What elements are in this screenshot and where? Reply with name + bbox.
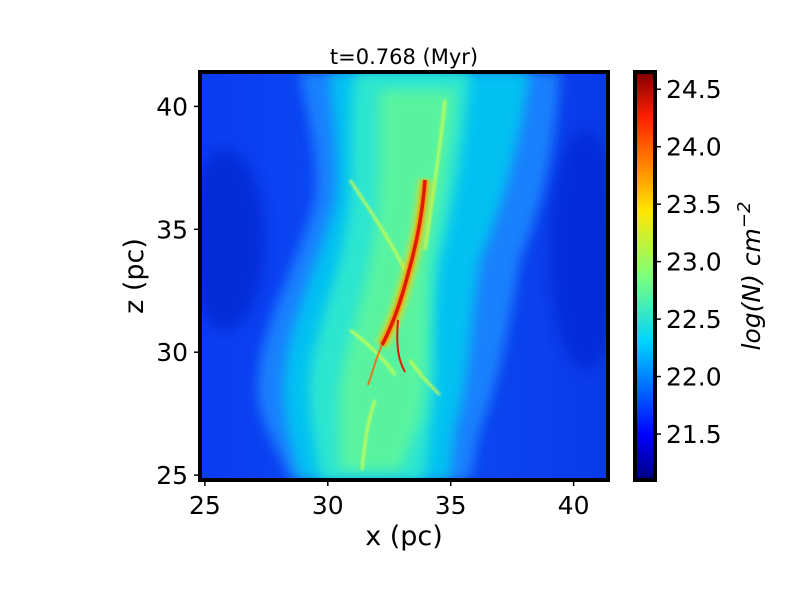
- x-tick-label: 35: [435, 491, 467, 520]
- x-tick-label: 30: [312, 491, 344, 520]
- y-axis: 25 30 35 40: [156, 92, 200, 490]
- x-tick-label: 25: [189, 491, 221, 520]
- chart-title: t=0.768 (Myr): [330, 45, 478, 69]
- x-tick-label: 40: [558, 491, 590, 520]
- colorbar-frame: [633, 70, 657, 482]
- y-axis-label: z (pc): [119, 238, 150, 314]
- colorbar-tick-label: 22.5: [666, 305, 722, 334]
- y-tick-label: 35: [156, 215, 188, 244]
- colorbar-gradient: [635, 72, 655, 480]
- colorbar-label: log(N) cm−2: [734, 202, 766, 351]
- y-tick-label: 25: [156, 461, 188, 490]
- colorbar-tick-label: 22.0: [666, 363, 722, 392]
- colorbar-tick-label: 24.0: [666, 133, 722, 162]
- plot-frame: [198, 70, 610, 482]
- colorbar: 21.5 22.0 22.5 23.0 23.5 24.0 24.5 log(N) cm−2: [633, 70, 766, 482]
- x-axis: 25 30 35 40: [189, 480, 589, 520]
- x-axis-label: x (pc): [365, 521, 443, 552]
- column-density-map: [200, 72, 608, 480]
- y-tick-label: 30: [156, 338, 188, 367]
- colorbar-tick-label: 24.5: [666, 75, 722, 104]
- colorbar-tick-label: 23.0: [666, 248, 722, 277]
- y-tick-label: 40: [156, 92, 188, 121]
- colorbar-tick-label: 21.5: [666, 420, 722, 449]
- colorbar-tick-label: 23.5: [666, 190, 722, 219]
- colorbar-ticks: 21.5 22.0 22.5 23.0 23.5 24.0 24.5: [655, 75, 722, 449]
